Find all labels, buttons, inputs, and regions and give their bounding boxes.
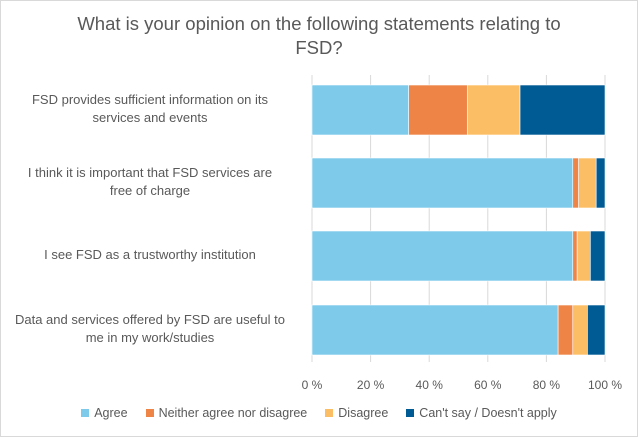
category-label: I see FSD as a trustworthy institution xyxy=(0,246,300,264)
legend-swatch xyxy=(325,409,334,417)
bar-segment-neither-agree-nor-disagree-3 xyxy=(557,304,574,356)
bar-segment-agree-2 xyxy=(311,230,574,282)
x-tick-label: 40 % xyxy=(416,378,444,392)
bar-segment-disagree-3 xyxy=(572,304,588,356)
legend: Agree Neither agree nor disagree Disagree C… xyxy=(0,404,638,422)
legend-item: Disagree xyxy=(325,406,388,420)
chart-title-line-2: FSD? xyxy=(295,37,343,58)
bar-segment-disagree-1 xyxy=(578,157,597,209)
bar-segment-agree-0 xyxy=(311,84,409,136)
legend-swatch xyxy=(81,409,90,417)
bar-segment-can-t-say-doesn-t-apply-2 xyxy=(590,230,606,282)
chart-title-line-1: What is your opinion on the following st… xyxy=(77,13,561,34)
legend-label: Can't say / Doesn't apply xyxy=(419,406,557,420)
bar-segment-disagree-2 xyxy=(576,230,591,282)
x-tick-label: 80 % xyxy=(533,378,561,392)
legend-item: Agree xyxy=(81,406,128,420)
x-tick-label: 100 % xyxy=(588,378,622,392)
legend-swatch xyxy=(406,409,415,417)
bar-segment-can-t-say-doesn-t-apply-3 xyxy=(587,304,606,356)
category-label-line: free of charge xyxy=(109,183,191,198)
legend-label: Disagree xyxy=(338,406,389,420)
x-tick-label: 60 % xyxy=(474,378,502,392)
category-label: I think it is important that FSD service… xyxy=(0,164,300,200)
category-label: FSD provides sufficient information on i… xyxy=(0,91,300,127)
category-label-line: I think it is important that FSD service… xyxy=(27,165,273,180)
bar-segment-can-t-say-doesn-t-apply-0 xyxy=(519,84,606,136)
bar-segment-agree-1 xyxy=(311,157,574,209)
bar-segment-agree-3 xyxy=(311,304,559,356)
x-tick-label: 0 % xyxy=(302,378,323,392)
category-label-line: Data and services offered by FSD are use… xyxy=(14,312,285,327)
category-label-line: I see FSD as a trustworthy institution xyxy=(44,247,256,262)
bar-segment-disagree-0 xyxy=(466,84,521,136)
legend-item: Can't say / Doesn't apply xyxy=(406,406,557,420)
bar-segment-neither-agree-nor-disagree-1 xyxy=(572,157,579,209)
category-label: Data and services offered by FSD are use… xyxy=(0,311,300,347)
legend-item: Neither agree nor disagree xyxy=(145,406,308,420)
bar-segment-can-t-say-doesn-t-apply-1 xyxy=(595,157,606,209)
category-label-line: FSD provides sufficient information on i… xyxy=(31,92,269,107)
bar-segment-neither-agree-nor-disagree-2 xyxy=(572,230,578,282)
bar-segment-neither-agree-nor-disagree-0 xyxy=(408,84,468,136)
category-label-line: me in my work/studies xyxy=(85,330,215,345)
legend-label: Neither agree nor disagree xyxy=(158,406,308,420)
x-tick-label: 20 % xyxy=(357,378,385,392)
chart-title: What is your opinion on the following st… xyxy=(0,12,638,60)
legend-swatch xyxy=(145,409,154,417)
category-label-line: services and events xyxy=(92,110,208,125)
legend-label: Agree xyxy=(94,406,128,420)
